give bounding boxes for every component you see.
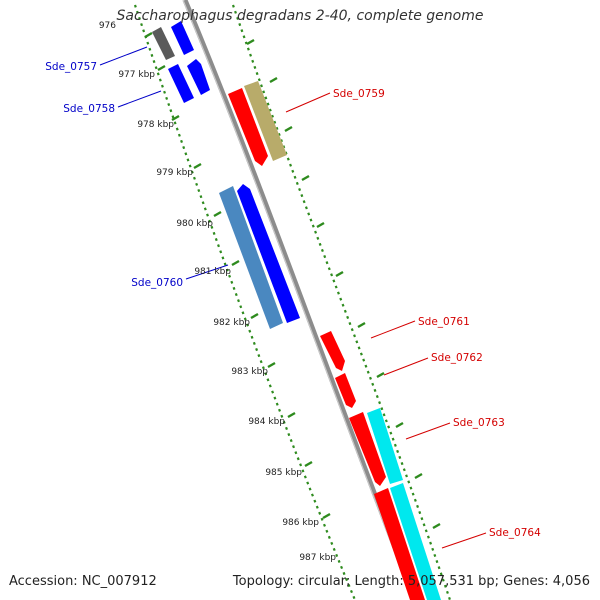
cds-feature-yellow[interactable]	[244, 81, 287, 161]
map-title: Saccharophagus degradans 2-40, complete …	[116, 8, 484, 24]
genome-backbone-highlight	[182, 0, 414, 600]
gene-label-sde-0764[interactable]: Sde_0764	[489, 527, 541, 539]
scale-label-983: 983 kbp	[231, 367, 268, 377]
scale-label-981: 981 kbp	[194, 267, 231, 277]
gene-label-sde-0757[interactable]: Sde_0757	[45, 61, 97, 73]
cds-feature-sde-0757[interactable]	[171, 21, 194, 55]
cds-feature-sde-0760[interactable]	[237, 184, 300, 323]
gene-labels: Sde_0757 Sde_0758 Sde_0760 Sde_0759 Sde_…	[45, 61, 541, 539]
scale-label-984: 984 kbp	[248, 417, 285, 427]
scale-label-982: 982 kbp	[213, 318, 250, 328]
left-dotted-track	[133, 4, 357, 600]
scale-label-978: 978 kbp	[137, 120, 174, 130]
scale-label-979: 979 kbp	[156, 168, 193, 178]
scale-label-980: 980 kbp	[176, 219, 213, 229]
cds-feature-sde-0763[interactable]	[349, 412, 386, 486]
scale-label-985: 985 kbp	[265, 468, 302, 478]
cds-feature-sde-0761[interactable]	[320, 331, 345, 371]
cds-feature-cyan-2[interactable]	[390, 483, 441, 600]
cds-feature-sde-0758b[interactable]	[187, 59, 210, 95]
left-track-ticks	[144, 31, 331, 520]
gene-label-sde-0762[interactable]: Sde_0762	[431, 352, 483, 364]
cds-feature-sde-0764[interactable]	[374, 488, 425, 600]
scale-label-986: 986 kbp	[282, 518, 319, 528]
topology-text: Topology: circular; Length: 5,057,531 bp…	[232, 574, 590, 589]
cds-feature-cyan-1[interactable]	[367, 408, 403, 484]
cds-feature-sde-0759[interactable]	[228, 88, 268, 166]
gene-label-sde-0760[interactable]: Sde_0760	[131, 277, 183, 289]
scale-label-987: 987 kbp	[299, 553, 336, 563]
scale-labels: 976 977 kbp 978 kbp 979 kbp 980 kbp 981 …	[99, 21, 336, 563]
gene-label-sde-0759[interactable]: Sde_0759	[333, 88, 385, 100]
gene-label-sde-0761[interactable]: Sde_0761	[418, 316, 470, 328]
right-track-ticks	[246, 38, 441, 530]
label-leader-lines	[99, 46, 487, 549]
gene-label-sde-0763[interactable]: Sde_0763	[453, 417, 505, 429]
scale-label-976: 976	[99, 21, 116, 31]
reverse-strand-features	[228, 81, 441, 600]
cds-feature-sde-0758a[interactable]	[168, 64, 194, 103]
accession-text: Accession: NC_007912	[9, 574, 157, 589]
forward-strand-features	[152, 21, 300, 329]
cds-feature-sde-0760-light[interactable]	[219, 186, 283, 329]
cds-grey-feature[interactable]	[152, 27, 175, 60]
cds-feature-sde-0762[interactable]	[335, 373, 356, 408]
scale-label-977: 977 kbp	[118, 70, 155, 80]
gene-label-sde-0758[interactable]: Sde_0758	[63, 103, 115, 115]
